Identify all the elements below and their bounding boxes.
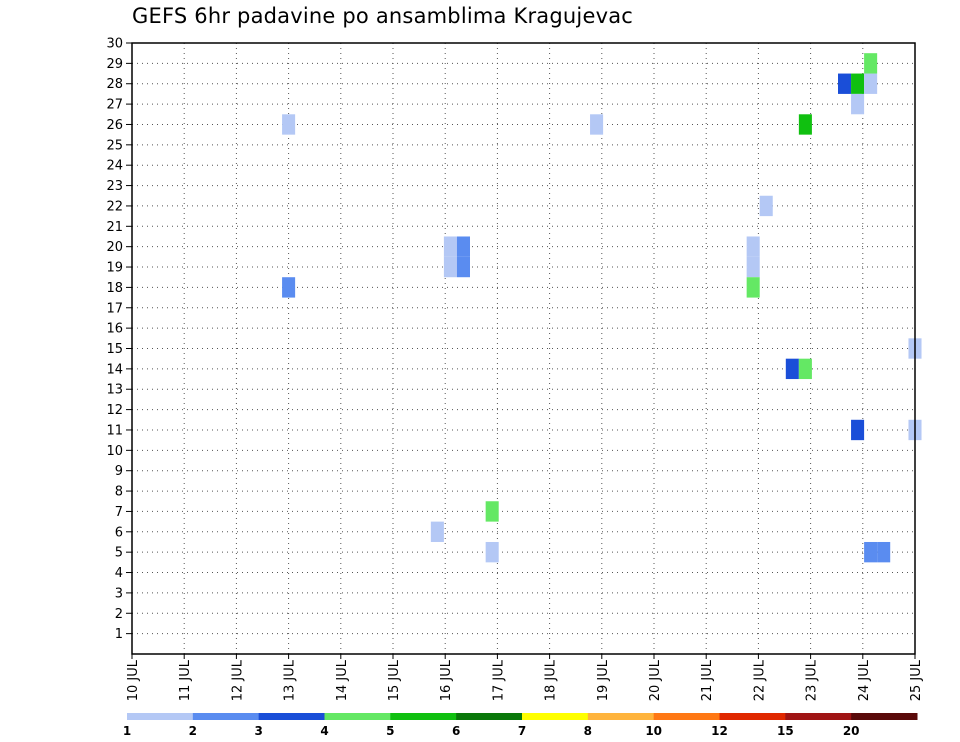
y-tick-label: 5 xyxy=(115,546,123,561)
heatmap-cell xyxy=(785,358,799,380)
colorbar-label: 1 xyxy=(123,724,131,738)
colorbar-segment xyxy=(390,713,457,720)
y-tick-label: 12 xyxy=(106,403,123,418)
heatmap-cell xyxy=(282,277,296,298)
heatmap-cell xyxy=(864,53,878,74)
heatmap-cell xyxy=(798,114,812,135)
heatmap-cell xyxy=(798,358,812,380)
colorbar-label: 10 xyxy=(645,724,662,738)
y-tick-label: 15 xyxy=(106,342,123,357)
heatmap-cell xyxy=(456,256,470,278)
colorbar-segment xyxy=(127,713,194,720)
heatmap-cell xyxy=(851,73,865,94)
y-tick-label: 9 xyxy=(115,464,123,479)
x-tick-label: 23 JUL xyxy=(805,659,820,701)
heatmap-cell xyxy=(430,521,444,542)
heatmap-cell xyxy=(877,541,891,563)
x-tick-label: 14 JUL xyxy=(335,659,350,701)
colorbar-label: 3 xyxy=(254,724,262,738)
heatmap-cell xyxy=(443,236,457,257)
heatmap-cell xyxy=(838,73,852,94)
x-tick-label: 10 JUL xyxy=(126,659,141,701)
x-tick-label: 18 JUL xyxy=(544,659,559,701)
heatmap-cell xyxy=(746,256,760,278)
x-tick-label: 11 JUL xyxy=(178,659,193,701)
colorbar-label: 8 xyxy=(584,724,592,738)
heatmap-cell xyxy=(759,195,773,217)
colorbar-segment xyxy=(653,713,720,720)
colorbar-label: 15 xyxy=(777,724,794,738)
heatmap-cell xyxy=(485,541,499,563)
heatmap-cell xyxy=(851,419,865,441)
y-tick-label: 6 xyxy=(115,525,123,540)
x-tick-label: 24 JUL xyxy=(857,659,872,701)
y-tick-label: 24 xyxy=(106,159,123,174)
heatmap-cell xyxy=(485,501,499,522)
y-tick-label: 17 xyxy=(106,301,123,316)
x-tick-label: 19 JUL xyxy=(596,659,611,701)
colorbar-segment xyxy=(456,713,523,720)
y-tick-label: 19 xyxy=(106,261,123,276)
y-tick-label: 10 xyxy=(106,444,123,459)
y-tick-label: 29 xyxy=(106,57,123,72)
heatmap-cell xyxy=(864,541,878,563)
colorbar-segment xyxy=(258,713,325,720)
y-tick-label: 3 xyxy=(115,586,123,601)
chart-title: GEFS 6hr padavine po ansamblima Kragujev… xyxy=(132,4,634,28)
y-tick-label: 30 xyxy=(106,37,123,52)
heatmap-cell xyxy=(864,73,878,94)
y-tick-label: 1 xyxy=(115,627,123,642)
y-tick-label: 21 xyxy=(106,220,123,235)
x-tick-label: 22 JUL xyxy=(752,659,767,701)
colorbar-label: 12 xyxy=(711,724,728,738)
x-tick-label: 25 JUL xyxy=(909,659,924,701)
heatmap-cell xyxy=(746,277,760,298)
colorbar-label: 5 xyxy=(386,724,394,738)
y-tick-label: 13 xyxy=(106,383,123,398)
y-tick-label: 27 xyxy=(106,98,123,113)
colorbar-label: 7 xyxy=(518,724,526,738)
heatmap-cell xyxy=(282,114,296,135)
colorbar-label: 20 xyxy=(843,724,860,738)
colorbar-segment xyxy=(719,713,786,720)
colorbar-segment xyxy=(324,713,391,720)
colorbar-label: 2 xyxy=(189,724,197,738)
y-tick-label: 8 xyxy=(115,485,123,500)
x-tick-label: 15 JUL xyxy=(387,659,402,701)
heatmap-cell xyxy=(590,114,604,135)
x-tick-label: 17 JUL xyxy=(491,659,506,701)
colorbar-segment xyxy=(522,713,589,720)
y-tick-label: 14 xyxy=(106,362,123,377)
x-tick-label: 21 JUL xyxy=(700,659,715,701)
y-tick-label: 4 xyxy=(115,566,123,581)
y-tick-label: 22 xyxy=(106,199,123,214)
heatmap-cell xyxy=(443,256,457,278)
heatmap-cell xyxy=(746,236,760,257)
colorbar-segment xyxy=(192,713,260,720)
heatmap-cell xyxy=(851,93,865,115)
y-tick-label: 26 xyxy=(106,118,123,133)
colorbar-label: 4 xyxy=(320,724,328,738)
colorbar-segment xyxy=(785,713,852,720)
colorbar-label: 6 xyxy=(452,724,460,738)
colorbar-segment xyxy=(851,713,918,720)
y-tick-label: 11 xyxy=(106,423,123,438)
x-tick-label: 12 JUL xyxy=(230,659,245,701)
y-tick-label: 28 xyxy=(106,77,123,92)
y-tick-label: 23 xyxy=(106,179,123,194)
colorbar-segment xyxy=(587,713,655,720)
x-tick-label: 16 JUL xyxy=(439,659,454,701)
x-tick-label: 13 JUL xyxy=(283,659,298,701)
y-tick-label: 16 xyxy=(106,322,123,337)
y-tick-label: 18 xyxy=(106,281,123,296)
heatmap-cell xyxy=(456,236,470,257)
y-tick-label: 20 xyxy=(106,240,123,255)
y-tick-label: 2 xyxy=(115,607,123,622)
x-tick-label: 20 JUL xyxy=(648,659,663,701)
y-tick-label: 25 xyxy=(106,138,123,153)
y-tick-label: 7 xyxy=(115,505,123,520)
